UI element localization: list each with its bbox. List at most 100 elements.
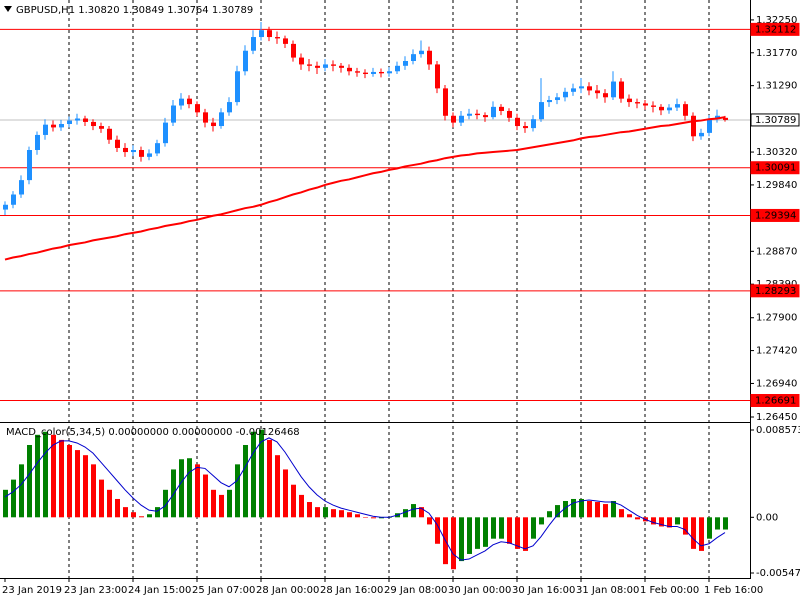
candle-body: [451, 115, 456, 123]
candle-body: [243, 50, 248, 72]
macd-bar: [115, 498, 120, 518]
candle-body: [91, 121, 96, 127]
candle-body: [483, 115, 488, 118]
macd-bar: [715, 517, 720, 530]
candle-body: [411, 54, 416, 61]
macd-bar: [211, 489, 216, 518]
macd-bar: [619, 509, 624, 518]
candle-body: [83, 118, 88, 122]
macd-bar: [523, 517, 528, 551]
x-tick-label: 23 Jan 2019: [2, 585, 62, 596]
candle-body: [27, 150, 32, 181]
macd-bar: [675, 517, 680, 525]
plot-layer: [3, 21, 728, 570]
y-tick-label: 1.31770: [756, 48, 797, 59]
candle-body: [539, 102, 544, 120]
candle-body: [75, 118, 80, 121]
candle-body: [371, 71, 376, 75]
indicator-title: MACD_color(5,34,5) 0.00000000 0.00000000…: [6, 427, 300, 438]
candle-body: [507, 110, 512, 118]
candle-body: [499, 106, 504, 111]
candle-body: [187, 98, 192, 105]
macd-bar: [251, 431, 256, 518]
macd-bar: [427, 517, 432, 525]
candle-body: [51, 124, 56, 128]
level-label: 1.29394: [755, 210, 796, 221]
x-tick-label: 31 Jan 08:00: [576, 585, 639, 596]
x-tick-label: 29 Jan 08:00: [384, 585, 447, 596]
macd-bar: [219, 494, 224, 518]
macd-bar: [531, 517, 536, 539]
macd-bar: [467, 517, 472, 554]
macd-bar: [659, 517, 664, 527]
macd-bar: [227, 489, 232, 518]
signal-line: [4, 437, 726, 561]
macd-bar: [99, 479, 104, 518]
candle-body: [419, 50, 424, 55]
macd-bar: [355, 514, 360, 518]
macd-bar: [435, 517, 440, 544]
candle-body: [467, 113, 472, 116]
candle-body: [307, 64, 312, 66]
macd-bar: [539, 517, 544, 525]
axis-layer: 1.32250 1.31770 1.31290 1.30320 1.29840 1.293…: [2, 15, 800, 596]
candle-body: [259, 30, 264, 38]
candle-body: [35, 134, 40, 151]
level-box: [750, 284, 800, 298]
candle-body: [115, 139, 120, 148]
macd-bar: [11, 479, 16, 518]
macd-bar: [323, 507, 328, 518]
candle-body: [139, 150, 144, 157]
candle-body: [603, 93, 608, 98]
macd-bar: [595, 502, 600, 518]
macd-bar: [587, 501, 592, 518]
macd-bar: [27, 444, 32, 518]
macd-bar: [347, 512, 352, 518]
y-tick-label: 0.00: [756, 512, 778, 523]
candle-body: [619, 81, 624, 99]
macd-bar: [155, 507, 160, 518]
candle-body: [571, 88, 576, 92]
candle-body: [339, 65, 344, 68]
y-tick-label: 1.26940: [756, 378, 797, 389]
candle-body: [291, 43, 296, 58]
macd-bar: [371, 517, 376, 519]
candle-body: [19, 180, 24, 195]
macd-bar: [499, 517, 504, 539]
macd-bar: [275, 455, 280, 518]
candle-body: [163, 122, 168, 144]
macd-bar: [19, 464, 24, 518]
candle-body: [171, 105, 176, 123]
macd-bar: [491, 517, 496, 539]
x-tick-label: 1 Feb 16:00: [704, 585, 763, 596]
candle-body: [595, 90, 600, 94]
candle-body: [643, 103, 648, 106]
candle-body: [59, 123, 64, 128]
candle-body: [635, 102, 640, 104]
macd-bar: [579, 498, 584, 518]
current-price-label: 1.30789: [755, 115, 796, 126]
candle-body: [347, 67, 352, 72]
macd-bar: [419, 507, 424, 518]
macd-bar: [123, 507, 128, 518]
macd-bar: [203, 474, 208, 518]
candle-body: [299, 57, 304, 65]
y-tick-label: -0.005470: [756, 568, 800, 579]
candle-body: [403, 60, 408, 66]
macd-bar: [707, 517, 712, 539]
candle-body: [691, 115, 696, 137]
macd-bar: [187, 458, 192, 518]
candle-body: [131, 150, 136, 153]
candle-body: [611, 81, 616, 98]
macd-bar: [67, 444, 72, 518]
macd-bar: [603, 504, 608, 518]
grid-layer: [0, 0, 750, 578]
candle-body: [547, 100, 552, 103]
candle-body: [459, 115, 464, 123]
level-box: [750, 394, 800, 408]
y-tick-label: 0.0085731: [756, 425, 800, 436]
macd-bar: [475, 517, 480, 549]
macd-bar: [683, 517, 688, 535]
level-label: 1.28293: [755, 286, 796, 297]
